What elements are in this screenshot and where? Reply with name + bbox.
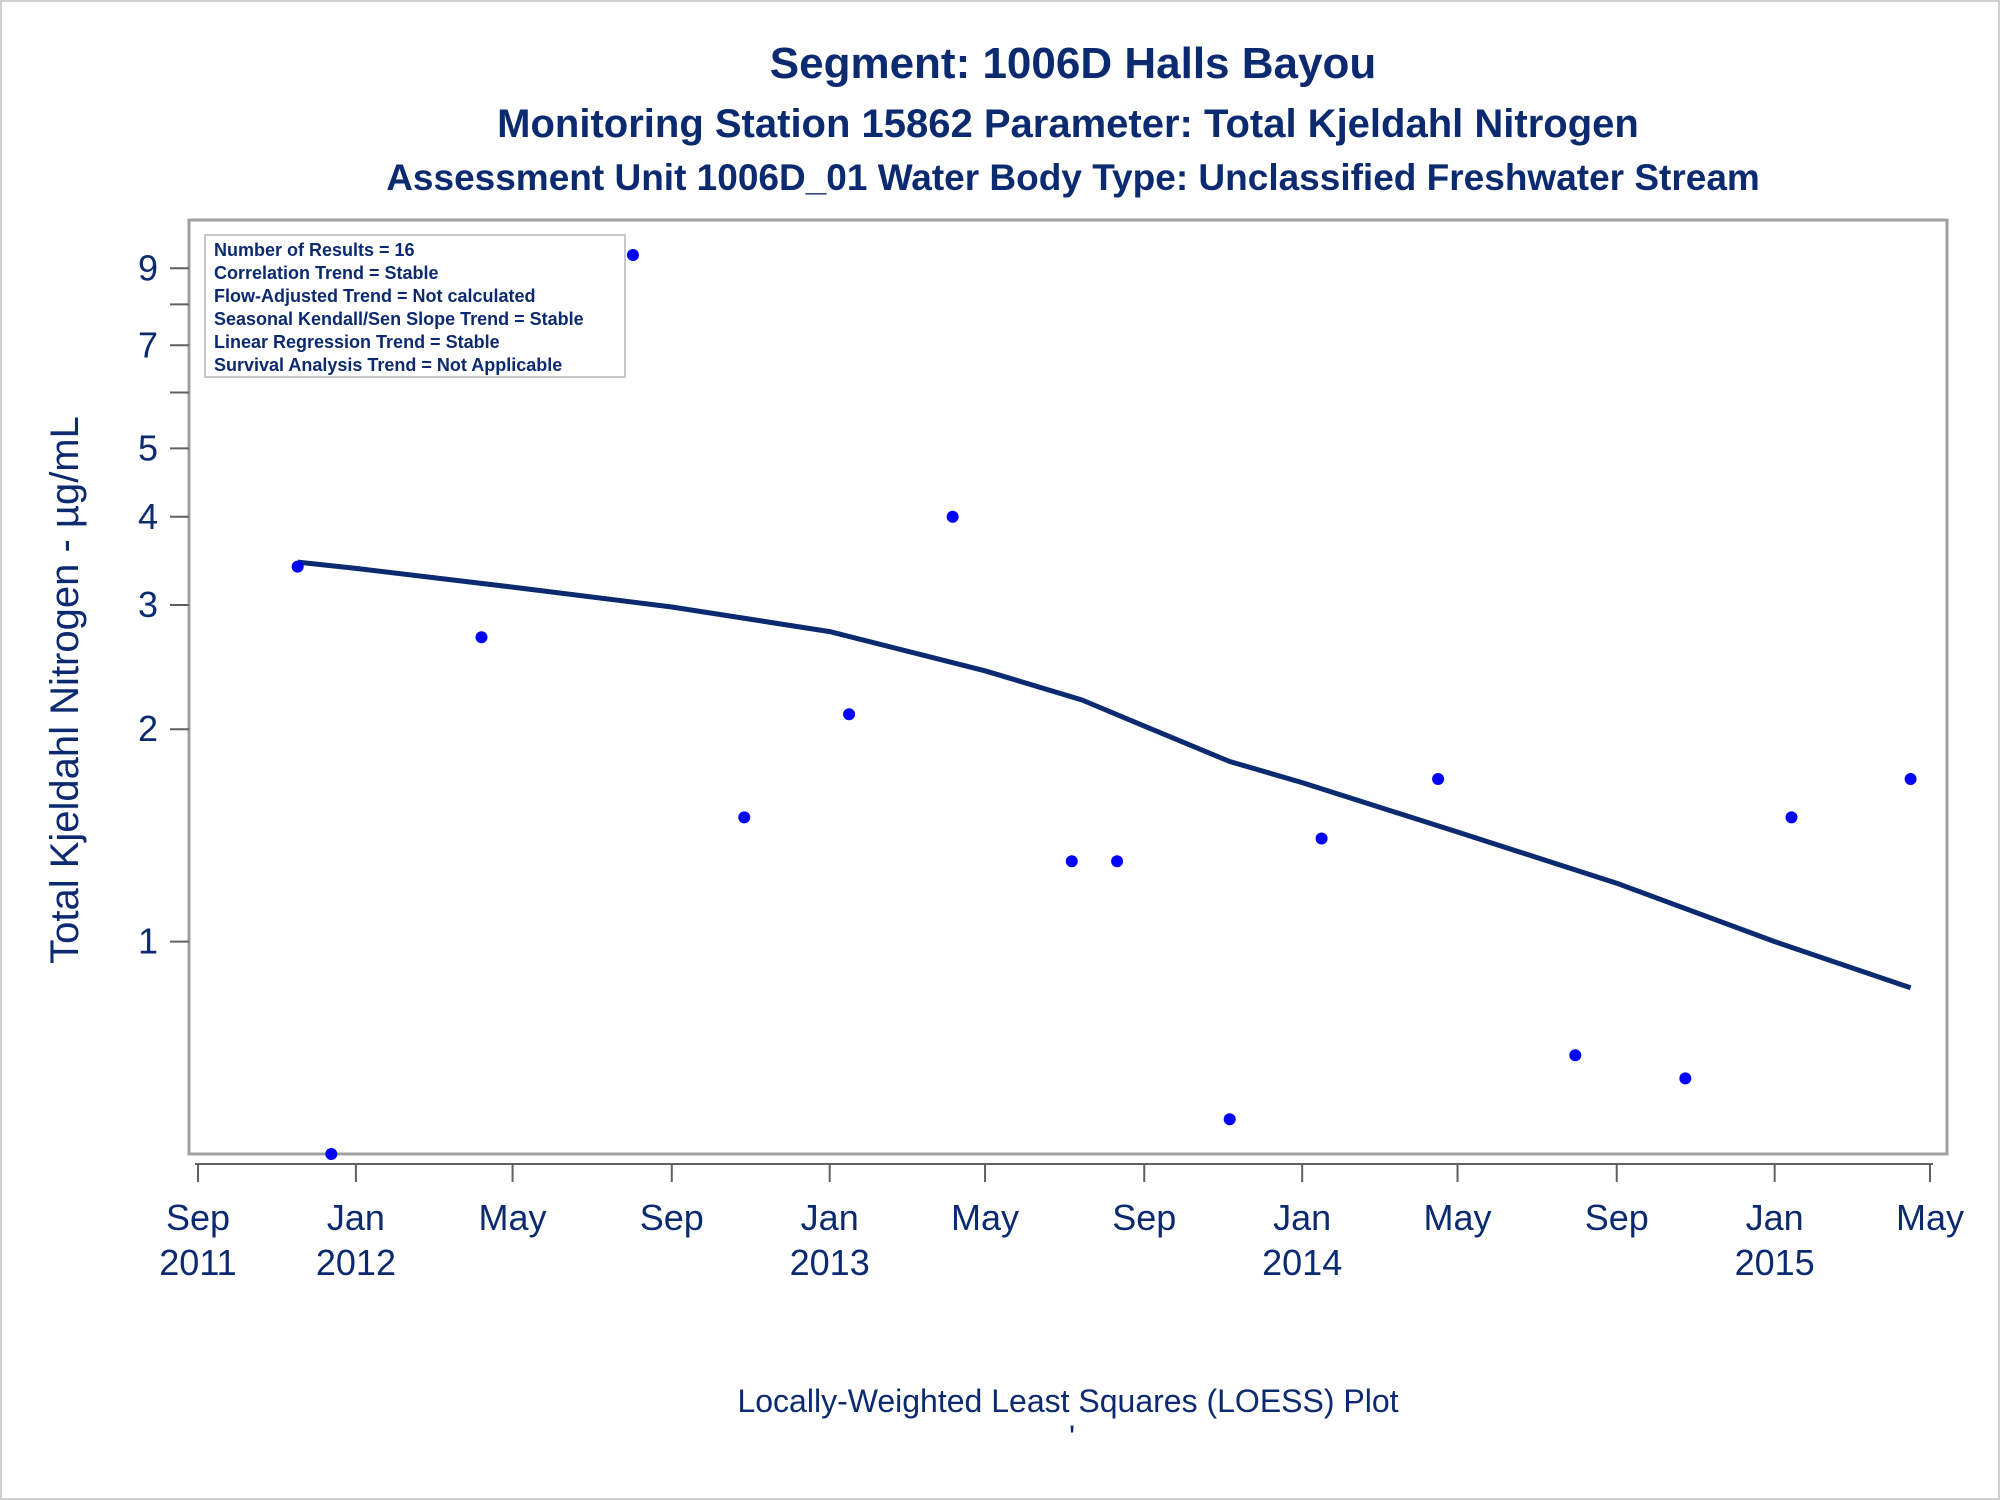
data-point [1065,855,1078,868]
chart-footnote: Locally-Weighted Least Squares (LOESS) P… [737,1383,1398,1419]
y-tick-label: 9 [138,247,158,288]
x-tick-month-label: Jan [1746,1197,1804,1238]
info-line-linear-regression: Linear Regression Trend = Stable [214,332,500,352]
x-tick-year-label: 2013 [790,1242,870,1283]
x-tick-month-label: May [1896,1197,1964,1238]
x-tick-month-label: Sep [1585,1197,1649,1238]
loess-trend-line [297,559,1912,991]
info-line-seasonal-kendall: Seasonal Kendall/Sen Slope Trend = Stabl… [214,309,584,329]
plot-area-frame [187,218,1949,1156]
data-point [325,1148,338,1160]
info-box-frame [204,234,626,378]
data-point [946,510,959,523]
y-tick-label: 1 [138,921,158,962]
x-tick-year-label: 2015 [1735,1242,1815,1283]
x-tick-month-label: May [479,1197,547,1238]
chart-subtitle-assessment: Assessment Unit 1006D_01 Water Body Type… [386,157,1760,198]
data-points [291,248,1917,1160]
x-tick-month-label: Sep [640,1197,704,1238]
info-line-correlation: Correlation Trend = Stable [214,263,439,283]
y-tick-label: 4 [138,496,158,537]
x-tick-month-label: Jan [327,1197,385,1238]
y-tick-label: 5 [138,427,158,468]
data-point [1432,772,1445,785]
y-tick-label: 7 [138,324,158,365]
chart-subtitle-station: Monitoring Station 15862 Parameter: Tota… [497,102,1639,146]
info-line-results: Number of Results = 16 [214,240,415,260]
x-tick-month-label: Sep [166,1197,230,1238]
x-tick-year-label: 2012 [316,1242,396,1283]
info-line-survival: Survival Analysis Trend = Not Applicable [214,355,562,375]
chart-title: Segment: 1006D Halls Bayou [770,39,1376,88]
data-point [626,248,639,261]
data-point [1904,772,1917,785]
data-point [1785,811,1798,824]
y-tick-label: 2 [138,708,158,749]
y-axis: 1 2 3 4 5 7 9 [138,247,189,962]
x-tick-month-label: Jan [801,1197,859,1238]
data-point [1679,1072,1692,1085]
x-tick-month-label: Jan [1273,1197,1331,1238]
data-point [1315,832,1328,845]
data-point [1569,1049,1582,1062]
trend-info-box: Number of Results = 16 Correlation Trend… [204,234,626,378]
x-tick-year-label: 2014 [1262,1242,1342,1283]
footnote-mark: ' [1069,1419,1075,1455]
data-point [1223,1113,1236,1126]
info-line-flow-adjusted: Flow-Adjusted Trend = Not calculated [214,286,536,306]
x-tick-month-label: May [1424,1197,1492,1238]
y-tick-label: 3 [138,584,158,625]
data-point [475,631,488,644]
data-point [1111,855,1124,868]
x-tick-month-label: Sep [1112,1197,1176,1238]
y-axis-label: Total Kjeldahl Nitrogen - µg/mL [43,416,87,964]
x-tick-month-label: May [951,1197,1019,1238]
data-point [843,708,856,721]
data-point [738,811,751,824]
data-point [291,560,304,573]
x-tick-year-label: 2011 [159,1242,236,1283]
